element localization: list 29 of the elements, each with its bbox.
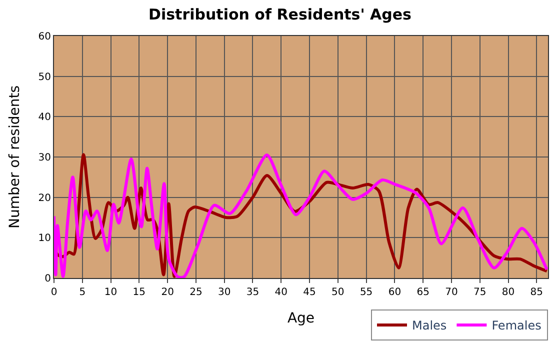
y-axis-title: Number of residents bbox=[6, 85, 23, 229]
y-tick-label: 40 bbox=[38, 112, 51, 124]
x-tick-label: 30 bbox=[218, 287, 231, 298]
x-tick-label: 35 bbox=[246, 287, 260, 298]
x-tick-label: 15 bbox=[132, 287, 146, 298]
y-tick-label: 60 bbox=[38, 32, 51, 42]
x-tick-label: 65 bbox=[416, 287, 430, 298]
x-tick-label: 75 bbox=[473, 287, 486, 298]
x-tick-label: 55 bbox=[360, 287, 373, 298]
y-tick-label: 10 bbox=[38, 233, 51, 244]
x-tick-label: 80 bbox=[502, 287, 515, 298]
x-tick-label: 50 bbox=[332, 287, 344, 298]
x-axis-title: Age bbox=[287, 310, 315, 326]
x-tick-label: 45 bbox=[303, 287, 316, 298]
y-tick-label: 50 bbox=[38, 72, 51, 83]
x-tick-label: 60 bbox=[388, 287, 402, 298]
chart-title: Distribution of Residents' Ages bbox=[148, 5, 412, 24]
x-tick-label: 25 bbox=[190, 287, 202, 298]
x-tick-label: 5 bbox=[79, 287, 86, 298]
y-tick-label: 0 bbox=[44, 274, 51, 284]
y-tick-label: 30 bbox=[38, 152, 51, 164]
x-tick-label: 40 bbox=[274, 287, 288, 298]
x-tick-label: 10 bbox=[104, 287, 118, 298]
y-tick-label: 20 bbox=[38, 192, 51, 204]
x-tick-label: 20 bbox=[161, 287, 174, 298]
x-tick-label: 85 bbox=[530, 287, 544, 298]
x-tick-label: 70 bbox=[445, 287, 458, 298]
legend-label: Males bbox=[412, 318, 447, 333]
legend-label: Females bbox=[492, 318, 542, 333]
